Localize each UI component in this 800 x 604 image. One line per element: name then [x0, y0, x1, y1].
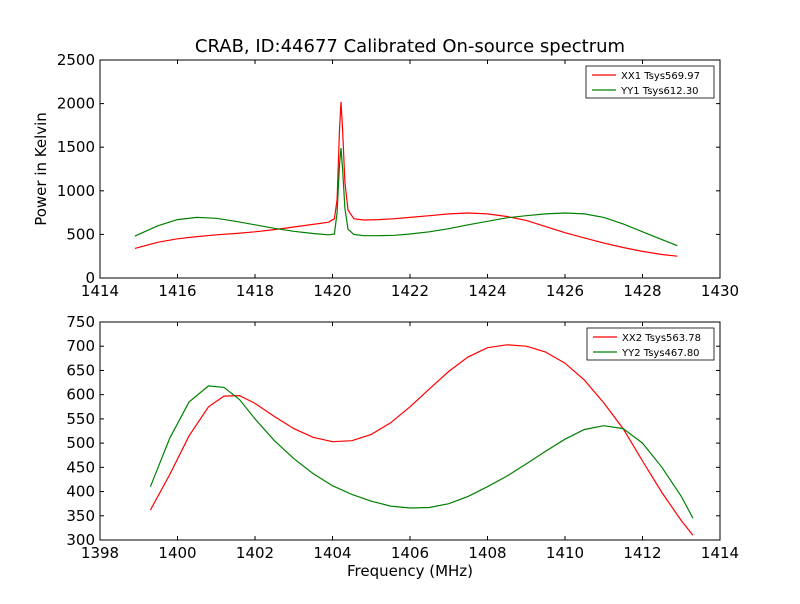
series-line-1	[134, 101, 678, 257]
series-line-2	[149, 385, 694, 519]
x-axis-label: Frequency (MHz)	[347, 562, 473, 580]
y-tick-label: 300	[66, 531, 95, 549]
y-tick-label: 1000	[57, 182, 95, 200]
x-tick-label: 1428	[623, 282, 661, 300]
x-tick-label: 1410	[546, 544, 584, 562]
x-tick-label: 1408	[468, 544, 506, 562]
chart-title: CRAB, ID:44677 Calibrated On-source spec…	[195, 36, 625, 57]
y-tick-label: 0	[85, 269, 95, 287]
x-tick-label: 1404	[313, 544, 351, 562]
x-tick-label: 1412	[623, 544, 661, 562]
legend-label: YY1 Tsys612.30	[620, 86, 699, 97]
y-tick-label: 500	[66, 225, 95, 243]
legend: XX1 Tsys569.97 YY1 Tsys612.30	[585, 65, 715, 99]
x-tick-label: 1424	[468, 282, 506, 300]
x-tick-label: 1402	[236, 544, 274, 562]
x-tick-label: 1430	[701, 282, 739, 300]
y-tick-label: 700	[66, 337, 95, 355]
legend-label: YY2 Tsys467.80	[621, 348, 700, 359]
legend-box	[585, 65, 715, 99]
y-tick-label: 350	[66, 507, 95, 525]
y-tick-label: 2000	[57, 95, 95, 113]
panel-2: 1398 1400 1402 1404 1406 1408 1410 1412 1414 300 3…	[66, 313, 739, 580]
panel-1: 1414 1416 1418 1420 1422 1424 1426 1428 1430 0 500…	[32, 36, 739, 300]
x-tick-label: 1420	[313, 282, 351, 300]
x-tick-label: 1414	[81, 282, 119, 300]
x-tick-label: 1418	[236, 282, 274, 300]
x-tick-label: 1426	[546, 282, 584, 300]
y-tick-label: 450	[66, 458, 95, 476]
series-line-2	[134, 148, 678, 247]
y-tick-label: 750	[66, 313, 95, 331]
y-axis-label: Power in Kelvin	[32, 112, 50, 226]
x-tick-label: 1416	[158, 282, 196, 300]
x-tick-label: 1414	[701, 544, 739, 562]
y-tick-label: 550	[66, 410, 95, 428]
legend-label: XX1 Tsys569.97	[621, 71, 700, 82]
y-tick-label: 600	[66, 386, 95, 404]
x-tick-label: 1400	[158, 544, 196, 562]
legend: XX2 Tsys563.78 YY2 Tsys467.80	[586, 327, 715, 361]
y-tick-label: 500	[66, 434, 95, 452]
y-tick-label: 400	[66, 483, 95, 501]
y-tick-label: 2500	[57, 51, 95, 69]
x-tick-label: 1406	[391, 544, 429, 562]
x-tick-label: 1398	[81, 544, 119, 562]
legend-box	[586, 327, 715, 361]
series-line-1	[149, 344, 694, 536]
y-tick-label: 650	[66, 361, 95, 379]
legend-label: XX2 Tsys563.78	[622, 333, 701, 344]
x-tick-label: 1422	[391, 282, 429, 300]
y-tick-label: 1500	[57, 138, 95, 156]
